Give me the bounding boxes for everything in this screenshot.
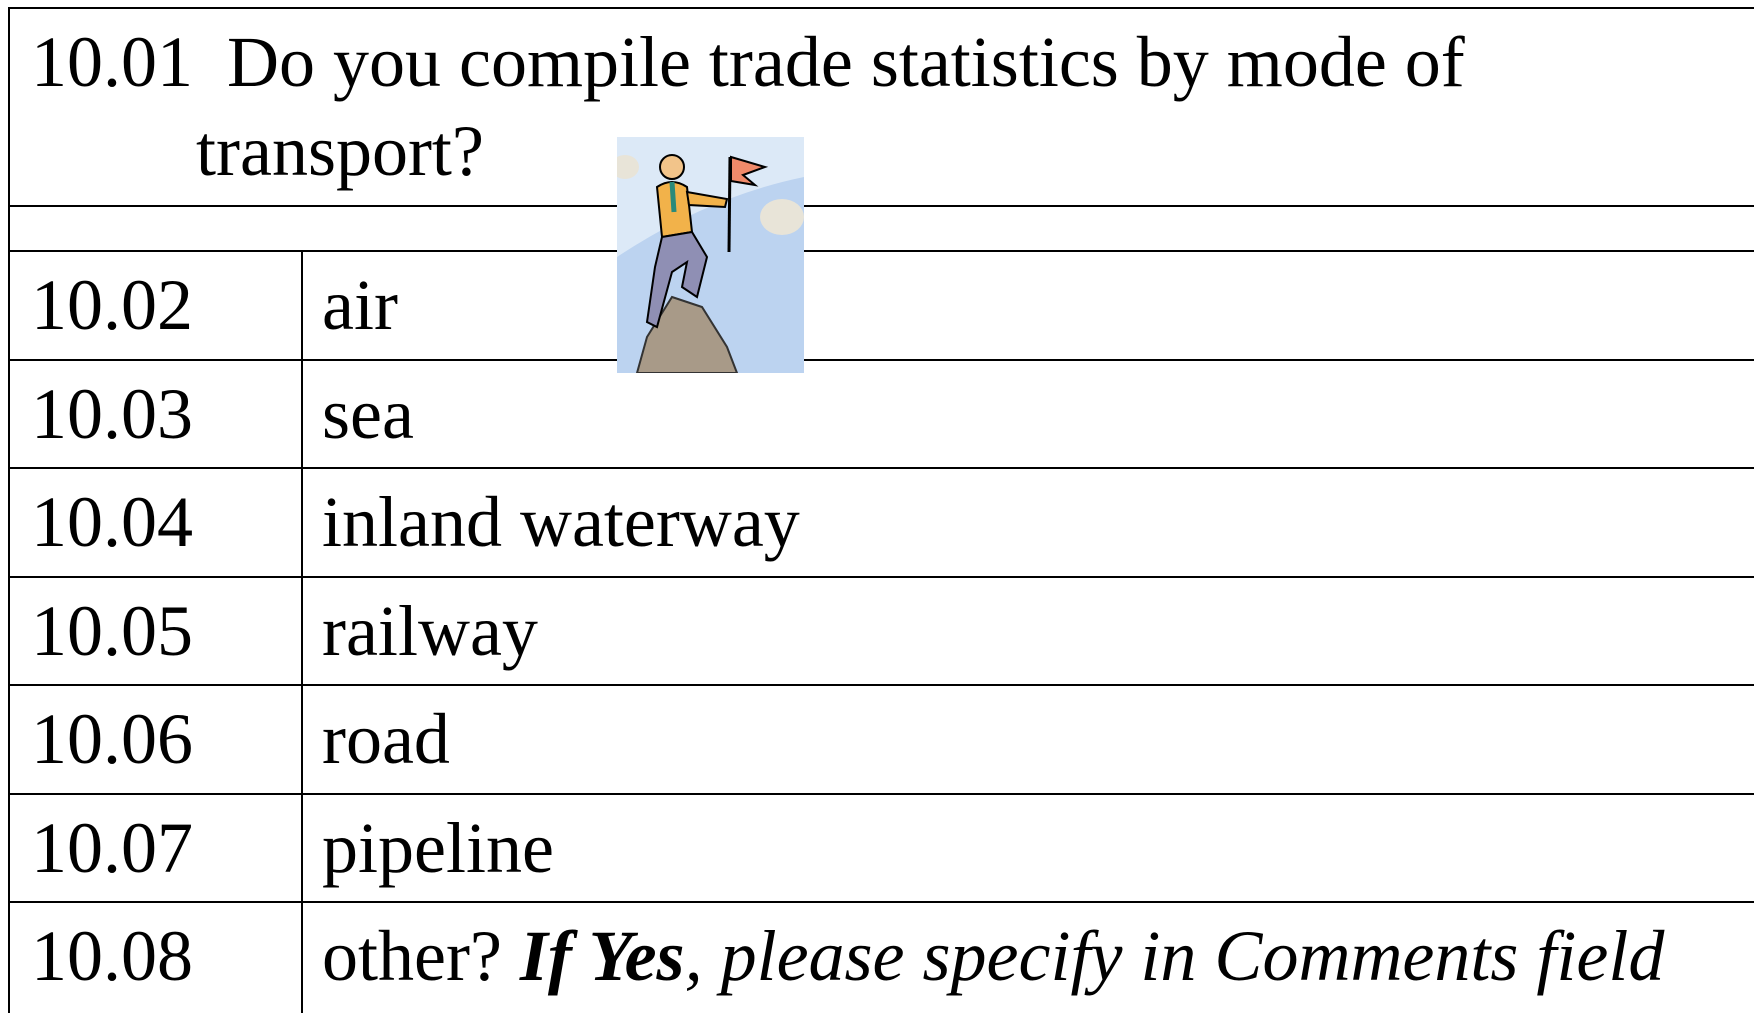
row-number: 10.02 — [31, 265, 193, 345]
table-border — [9, 7, 1754, 9]
question-text: Do you compile trade statistics by mode … — [196, 22, 1465, 191]
row-divider — [9, 575, 1754, 578]
label-text: inland waterway — [322, 482, 800, 562]
row-label: inland waterway — [322, 468, 800, 576]
row-number: 10.04 — [31, 482, 193, 562]
row-divider — [9, 792, 1754, 795]
question-number: 10.01 — [31, 22, 193, 102]
label-text: pipeline — [322, 807, 554, 888]
label-note: , please specify in Comments field — [684, 916, 1665, 996]
row-divider — [9, 684, 1754, 686]
row-divider — [9, 205, 1754, 207]
row-label: air — [322, 251, 398, 359]
row-number: 10.05 — [31, 590, 193, 671]
row-label: pipeline — [322, 794, 554, 902]
label-text: sea — [322, 373, 414, 454]
label-text: railway — [322, 590, 538, 671]
label-text: road — [322, 699, 450, 779]
label-text: air — [322, 265, 398, 345]
label-text: other? — [322, 916, 502, 996]
question: 10.01 Do you compile trade statistics by … — [31, 18, 1531, 196]
row-label: railway — [322, 577, 538, 685]
row-number: 10.08 — [31, 916, 193, 996]
row-number: 10.07 — [31, 807, 193, 888]
column-divider — [301, 250, 303, 1013]
table-border — [8, 7, 10, 1013]
row-divider — [9, 467, 1754, 469]
row-label: other? If Yes, please specify in Comment… — [322, 902, 1664, 1010]
row-divider — [9, 358, 1754, 361]
row-divider — [9, 901, 1754, 903]
row-number: 10.06 — [31, 699, 193, 779]
row-number: 10.03 — [31, 373, 193, 454]
row-label: road — [322, 685, 450, 793]
clip-art — [617, 137, 804, 373]
row-divider — [9, 250, 1754, 252]
row-label: sea — [322, 360, 414, 468]
label-emphasis: If Yes — [519, 916, 685, 996]
